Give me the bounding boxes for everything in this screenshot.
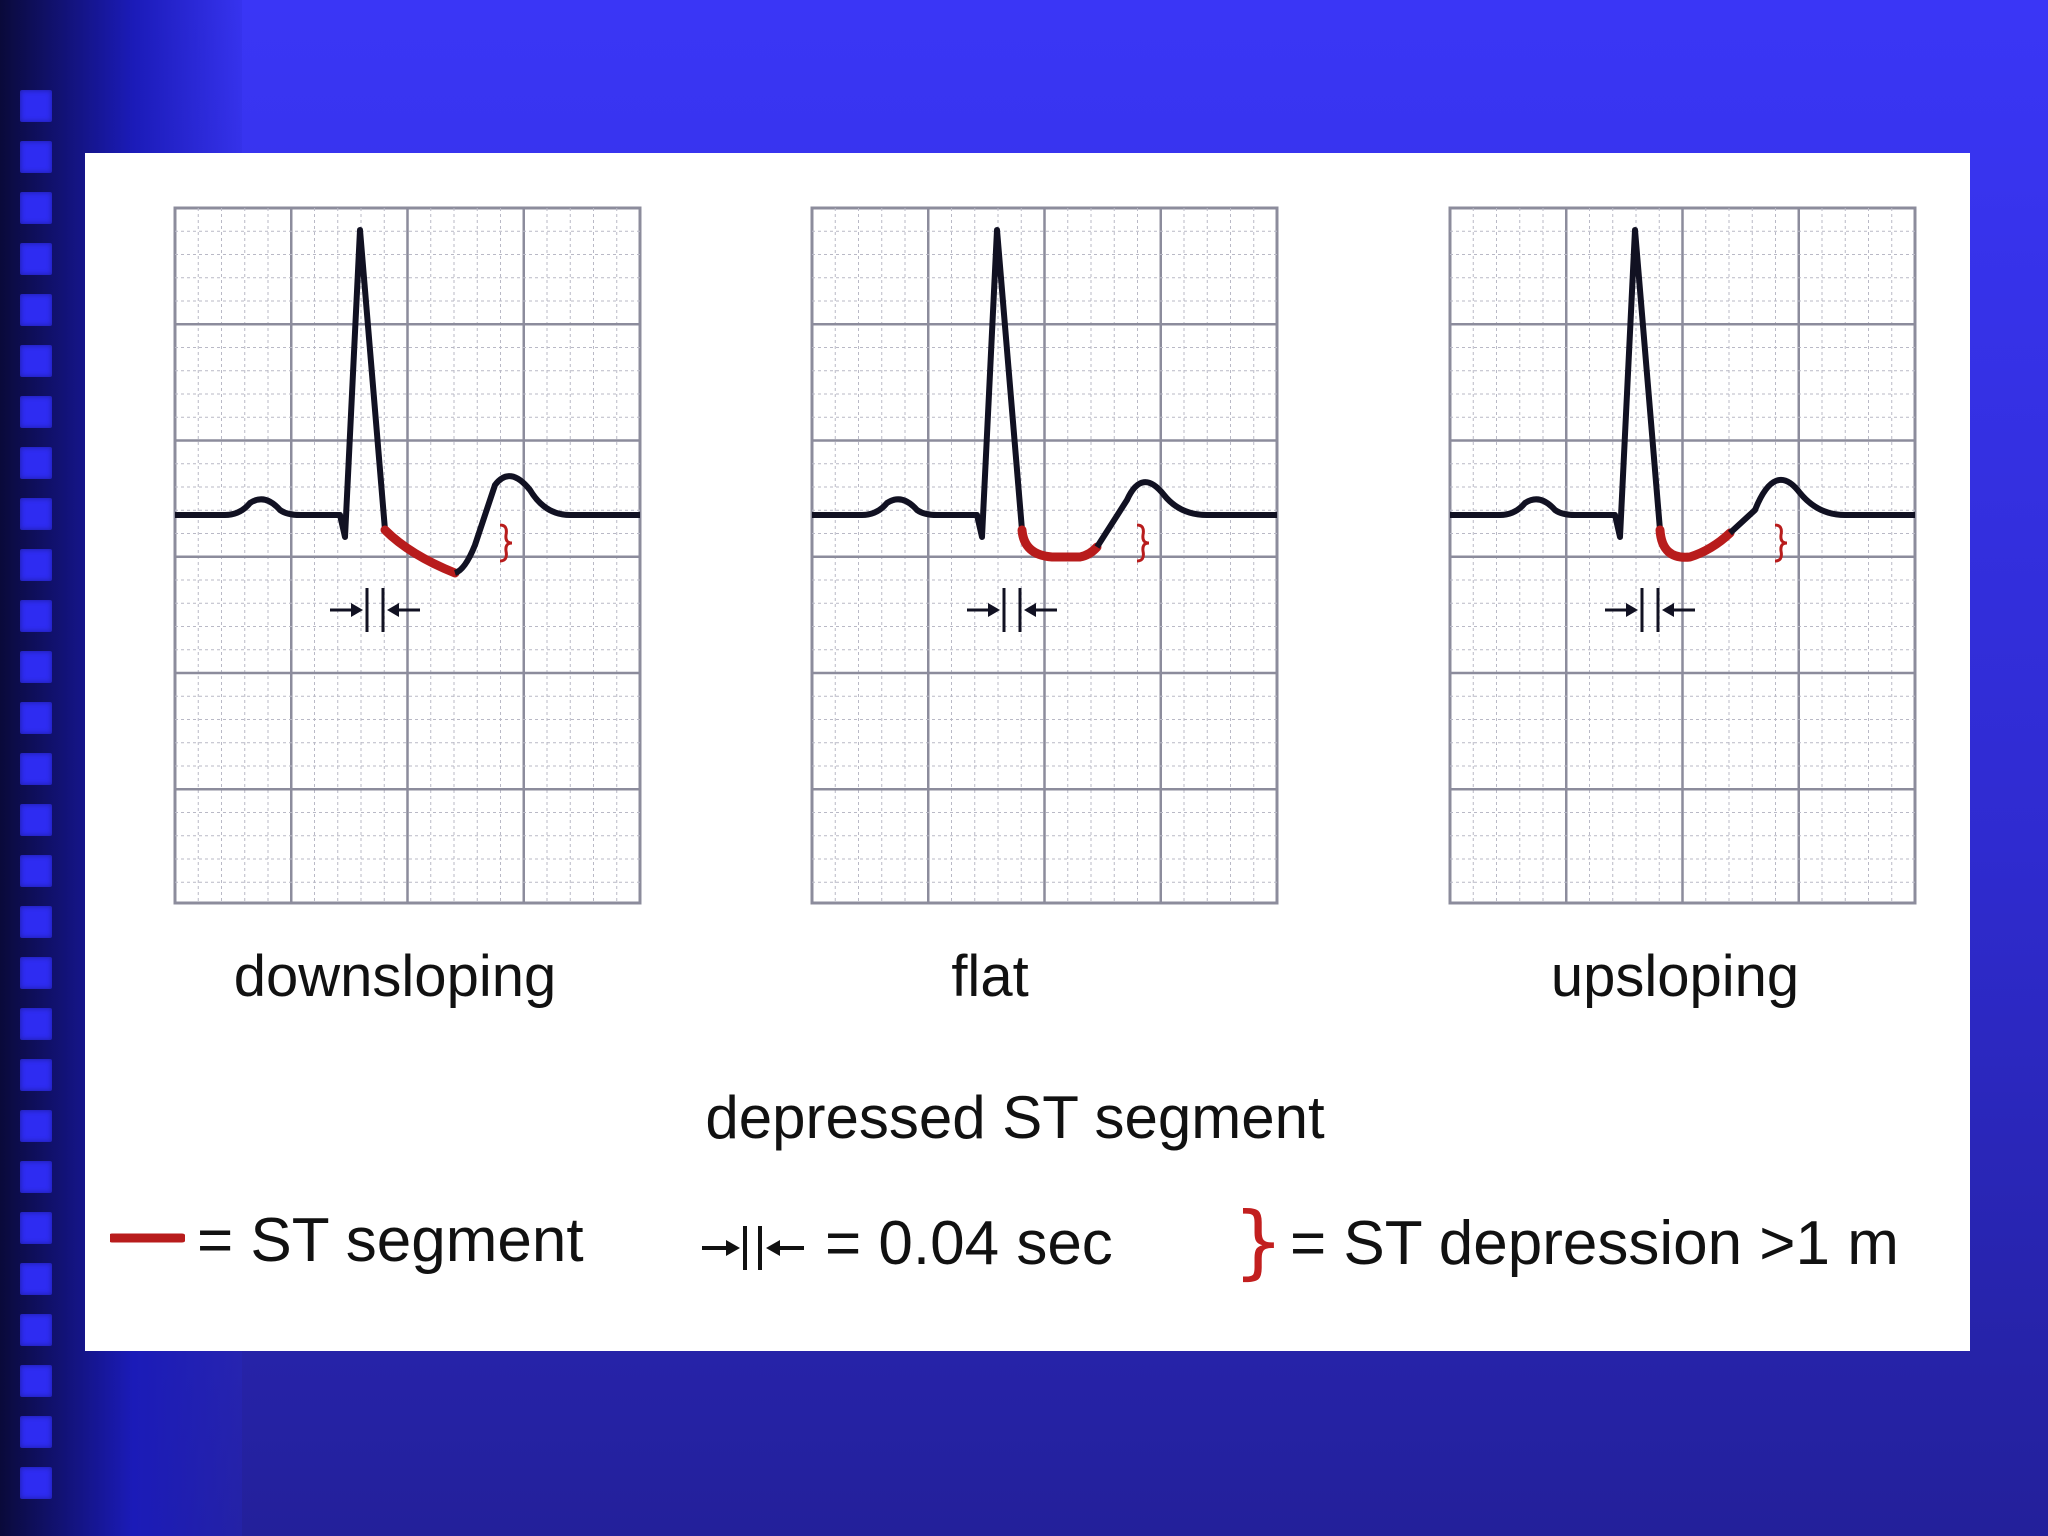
- decorative-square: [20, 957, 52, 989]
- ecg-t-wave-trace: [453, 473, 640, 576]
- decorative-square: [20, 1110, 52, 1142]
- panel-label-downsloping: downsloping: [233, 944, 557, 1009]
- interval-legend-icon: [702, 1226, 804, 1270]
- interval-marker: [967, 588, 1057, 632]
- ecg-strip-downsloping: [173, 206, 642, 905]
- panel-label-upsloping: upsloping: [1550, 944, 1800, 1009]
- legend-depression: = ST depression >1 m: [1290, 1209, 1899, 1278]
- slide-content-panel: downsloping flat upsloping depressed ST …: [85, 153, 1970, 1351]
- decorative-square: [20, 345, 52, 377]
- st-depression-brace: [1774, 523, 1788, 563]
- ecg-diagram: [173, 206, 1917, 905]
- decorative-square: [20, 192, 52, 224]
- decorative-square: [20, 804, 52, 836]
- decorative-square: [20, 753, 52, 785]
- decorative-square: [20, 90, 52, 122]
- decorative-square: [20, 1212, 52, 1244]
- decorative-square: [20, 1263, 52, 1295]
- decorative-square: [20, 1161, 52, 1193]
- caption: depressed ST segment: [705, 1084, 1325, 1151]
- st-segment-trace: [1017, 525, 1102, 562]
- ecg-strip-flat: [810, 206, 1279, 905]
- st-segment-legend-swatch: [110, 1233, 185, 1243]
- decorative-square: [20, 600, 52, 632]
- decorative-square: [20, 906, 52, 938]
- st-depression-brace: [499, 523, 513, 563]
- decorative-square: [20, 1008, 52, 1040]
- decorative-square: [20, 396, 52, 428]
- decorative-square: [20, 549, 52, 581]
- decorative-square: [20, 498, 52, 530]
- decorative-square: [20, 1467, 52, 1499]
- depression-brace-icon: }: [1233, 1195, 1284, 1288]
- ecg-t-wave-trace: [1094, 479, 1277, 549]
- ecg-qrs-trace: [1450, 227, 1663, 540]
- interval-marker: [330, 588, 420, 632]
- decorative-square: [20, 1365, 52, 1397]
- decorative-square: [20, 651, 52, 683]
- ecg-qrs-trace: [812, 227, 1025, 540]
- decorative-square: [20, 243, 52, 275]
- decorative-square: [20, 447, 52, 479]
- interval-marker: [1605, 588, 1695, 632]
- legend-st-segment: = ST segment: [197, 1206, 584, 1275]
- ecg-qrs-trace: [175, 227, 388, 540]
- decorative-square: [20, 855, 52, 887]
- ecg-strip-upsloping: [1448, 206, 1917, 905]
- legend-interval: = 0.04 sec: [825, 1209, 1113, 1278]
- decorative-square: [20, 1059, 52, 1091]
- st-depression-brace: [1136, 523, 1150, 563]
- st-segment-trace: [1655, 525, 1735, 562]
- ecg-t-wave-trace: [1727, 477, 1915, 536]
- st-segment-trace: [380, 525, 460, 578]
- decorative-square: [20, 141, 52, 173]
- decorative-square: [20, 702, 52, 734]
- decorative-square: [20, 1314, 52, 1346]
- panel-label-flat: flat: [951, 944, 1029, 1009]
- decorative-square: [20, 294, 52, 326]
- decorative-square: [20, 1416, 52, 1448]
